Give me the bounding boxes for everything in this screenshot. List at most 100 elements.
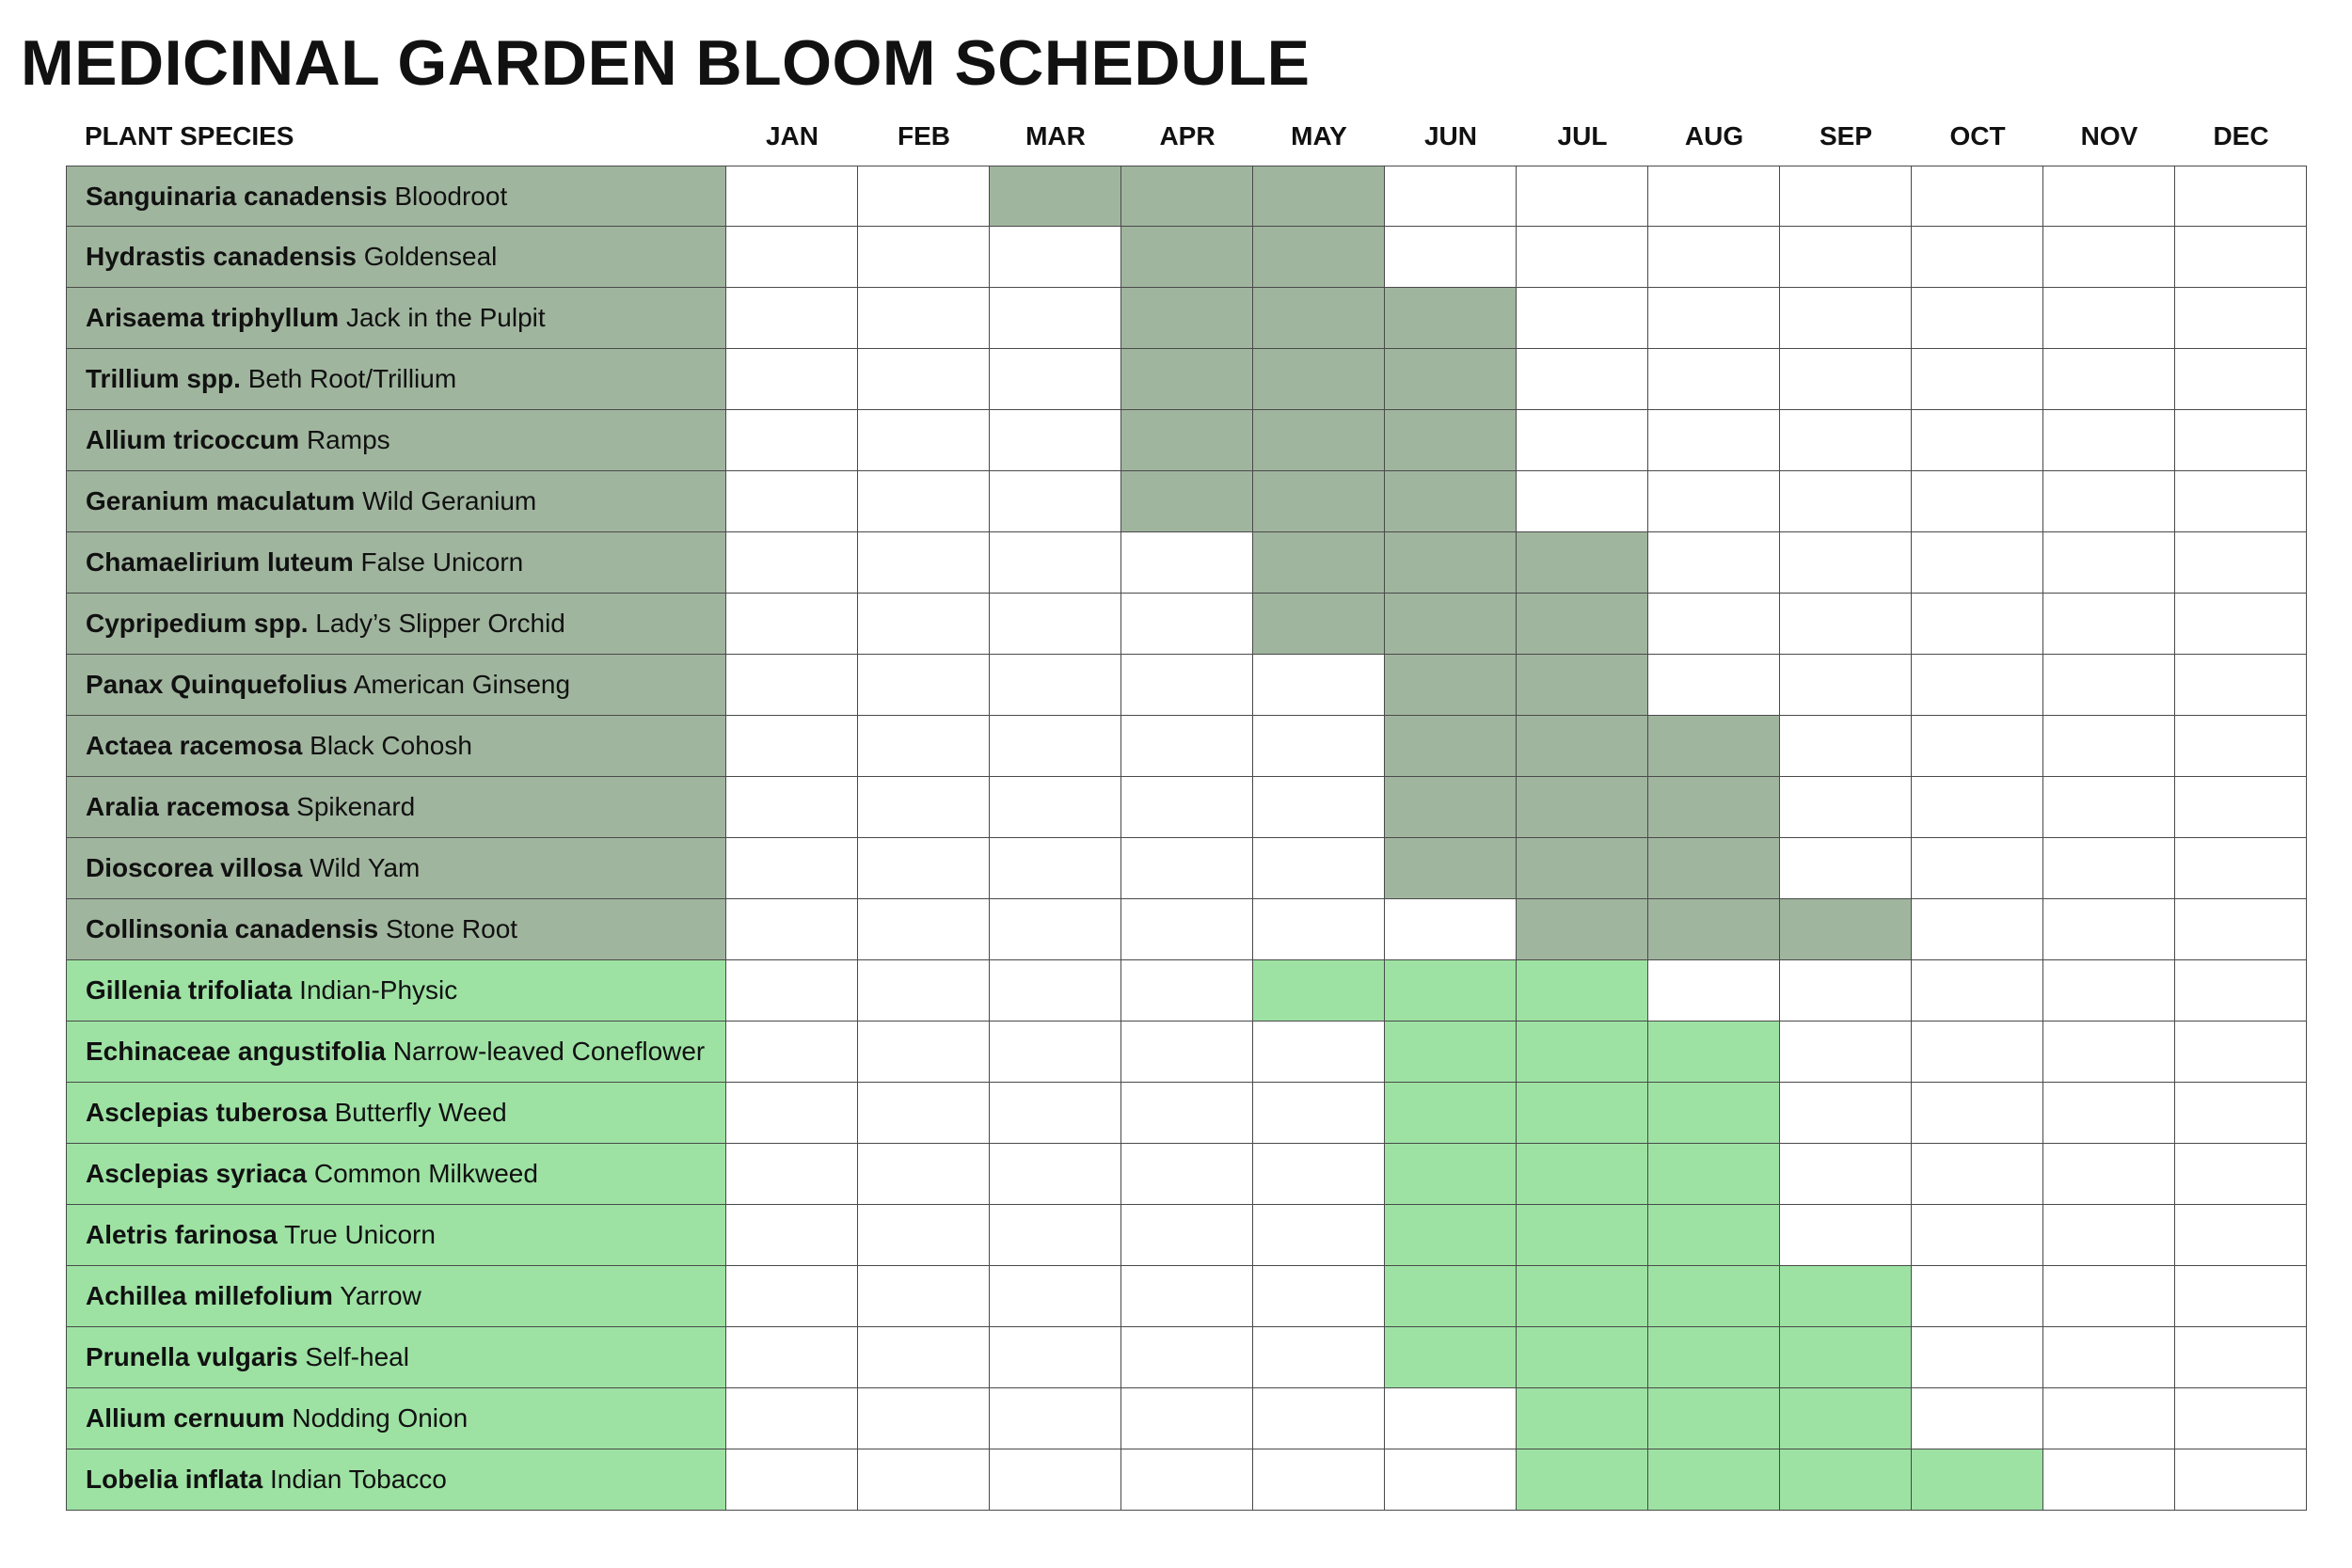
scientific-name: Chamaelirium luteum [86,547,354,577]
empty-cell-sep [1780,227,1912,288]
bloom-cell-jun [1385,349,1517,410]
empty-cell-feb [858,410,990,471]
table-row: Collinsonia canadensis Stone Root [66,899,2314,960]
empty-cell-feb [858,777,990,838]
empty-cell-aug [1648,655,1780,716]
empty-cell-jan [726,1266,858,1327]
bloom-cell-jun [1385,1144,1517,1205]
bloom-cell-oct [1912,1449,2043,1511]
common-name: Beth Root/Trillium [247,364,457,393]
empty-cell-dec [2175,349,2307,410]
empty-cell-aug [1648,288,1780,349]
empty-cell-jul [1517,471,1648,532]
empty-cell-oct [1912,960,2043,1022]
empty-cell-dec [2175,1388,2307,1449]
common-name: Spikenard [296,792,416,821]
empty-cell-oct [1912,1388,2043,1449]
empty-cell-apr [1121,899,1253,960]
empty-cell-feb [858,1083,990,1144]
empty-cell-dec [2175,227,2307,288]
empty-cell-mar [990,1266,1121,1327]
empty-cell-aug [1648,594,1780,655]
common-name: Self-heal [305,1342,409,1371]
bloom-cell-jul [1517,1022,1648,1083]
month-header-apr: APR [1159,121,1216,150]
empty-cell-apr [1121,1388,1253,1449]
table-row: Lobelia inflata Indian Tobacco [66,1449,2314,1511]
empty-cell-feb [858,227,990,288]
empty-cell-oct [1912,899,2043,960]
plant-name-cell: Trillium spp. Beth Root/Trillium [66,349,726,410]
empty-cell-mar [990,1327,1121,1388]
scientific-name: Gillenia trifoliata [86,975,293,1005]
empty-cell-nov [2043,960,2175,1022]
bloom-cell-apr [1121,410,1253,471]
empty-cell-feb [858,349,990,410]
table-row: Prunella vulgaris Self-heal [66,1327,2314,1388]
plant-name-cell: Arisaema triphyllum Jack in the Pulpit [66,288,726,349]
common-name: Bloodroot [394,182,508,211]
table-row: Actaea racemosa Black Cohosh [66,716,2314,777]
empty-cell-dec [2175,1327,2307,1388]
common-name: False Unicorn [360,547,524,577]
table-row: Asclepias syriaca Common Milkweed [66,1144,2314,1205]
empty-cell-nov [2043,532,2175,594]
bloom-cell-apr [1121,288,1253,349]
empty-cell-mar [990,777,1121,838]
empty-cell-sep [1780,1083,1912,1144]
bloom-cell-may [1253,594,1385,655]
plant-name-cell: Collinsonia canadensis Stone Root [66,899,726,960]
empty-cell-apr [1121,1449,1253,1511]
table-row: Dioscorea villosa Wild Yam [66,838,2314,899]
empty-cell-mar [990,716,1121,777]
empty-cell-jul [1517,166,1648,227]
empty-cell-dec [2175,1022,2307,1083]
empty-cell-nov [2043,1449,2175,1511]
empty-cell-jan [726,899,858,960]
empty-cell-feb [858,1449,990,1511]
bloom-cell-jun [1385,777,1517,838]
empty-cell-jan [726,471,858,532]
empty-cell-dec [2175,166,2307,227]
empty-cell-feb [858,532,990,594]
bloom-cell-apr [1121,349,1253,410]
empty-cell-feb [858,960,990,1022]
empty-cell-feb [858,1205,990,1266]
empty-cell-feb [858,838,990,899]
empty-cell-may [1253,777,1385,838]
bloom-cell-jul [1517,716,1648,777]
empty-cell-nov [2043,410,2175,471]
empty-cell-mar [990,838,1121,899]
empty-cell-nov [2043,1083,2175,1144]
bloom-cell-jun [1385,1266,1517,1327]
empty-cell-mar [990,1022,1121,1083]
table-row: Allium tricoccum Ramps [66,410,2314,471]
table-row: Cypripedium spp. Lady’s Slipper Orchid [66,594,2314,655]
empty-cell-apr [1121,655,1253,716]
empty-cell-mar [990,1144,1121,1205]
month-header-oct: OCT [1949,121,2006,150]
bloom-cell-aug [1648,1327,1780,1388]
bloom-cell-may [1253,960,1385,1022]
empty-cell-may [1253,1083,1385,1144]
empty-cell-nov [2043,471,2175,532]
bloom-cell-jul [1517,1388,1648,1449]
bloom-cell-jun [1385,1022,1517,1083]
empty-cell-mar [990,655,1121,716]
empty-cell-mar [990,960,1121,1022]
bloom-cell-sep [1780,1449,1912,1511]
plant-name-cell: Sanguinaria canadensis Bloodroot [66,166,726,227]
plant-name-cell: Chamaelirium luteum False Unicorn [66,532,726,594]
scientific-name: Geranium maculatum [86,486,356,515]
empty-cell-sep [1780,471,1912,532]
bloom-cell-jul [1517,1144,1648,1205]
bloom-cell-jul [1517,655,1648,716]
scientific-name: Cypripedium spp. [86,609,309,638]
empty-cell-nov [2043,1022,2175,1083]
empty-cell-dec [2175,1449,2307,1511]
empty-cell-jul [1517,227,1648,288]
common-name: True Unicorn [284,1220,436,1249]
empty-cell-nov [2043,349,2175,410]
bloom-cell-jul [1517,777,1648,838]
common-name: American Ginseng [353,670,571,699]
